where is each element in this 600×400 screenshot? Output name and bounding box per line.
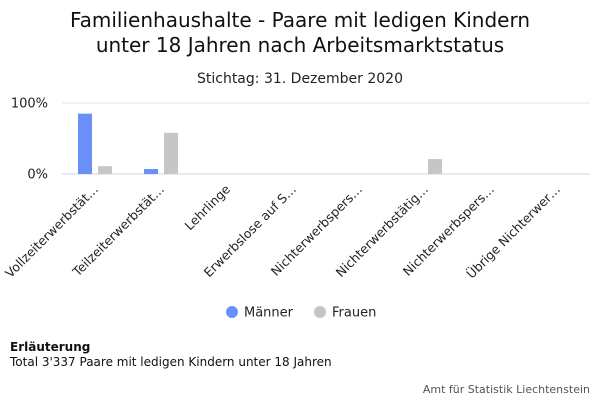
y-tick-label: 100%: [11, 97, 48, 112]
legend-label: Frauen: [332, 306, 376, 321]
chart-subtitle: Stichtag: 31. Dezember 2020: [197, 71, 403, 87]
y-tick-label: 0%: [27, 168, 48, 183]
grid-lines: [62, 102, 590, 175]
legend-label: Männer: [244, 306, 294, 321]
bar-frauen-1[interactable]: [164, 132, 178, 174]
explanation-title: Erläuterung: [10, 340, 91, 354]
x-tick-label-2: Lehrlinge: [182, 181, 234, 233]
bar-frauen-5[interactable]: [428, 159, 442, 174]
explanation-note: Erläuterung Total 3'337 Paare mit ledige…: [10, 340, 332, 370]
chart-title-line-2: unter 18 Jahren nach Arbeitsmarktstatus: [96, 33, 504, 57]
legend-item-maenner[interactable]: Männer: [226, 306, 294, 321]
legend[interactable]: Männer Frauen: [226, 306, 376, 321]
x-axis: Vollzeiterwerbstät…Teilzeiterwerbstät… Le…: [2, 181, 563, 282]
legend-swatch: [226, 306, 238, 318]
explanation-text: Total 3'337 Paare mit ledigen Kindern un…: [10, 355, 332, 369]
bar-frauen-0[interactable]: [98, 166, 112, 174]
bars: [78, 113, 442, 174]
bar-maenner-0[interactable]: [78, 113, 92, 174]
chart-title-line-1: Familienhaushalte - Paare mit ledigen Ki…: [70, 8, 530, 32]
legend-swatch: [314, 306, 326, 318]
y-axis: 0% 100%: [11, 97, 48, 183]
bar-maenner-1[interactable]: [144, 169, 158, 174]
legend-item-frauen[interactable]: Frauen: [314, 306, 376, 321]
credit-text[interactable]: Amt für Statistik Liechtenstein: [422, 383, 590, 396]
